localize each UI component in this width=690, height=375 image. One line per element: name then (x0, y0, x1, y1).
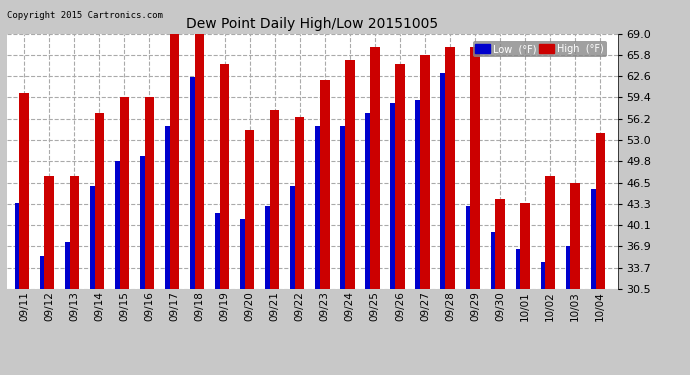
Bar (195, 34, 204, 375)
Bar (19, 93, 29, 375)
Bar (466, 206, 475, 375)
Bar (320, 80, 330, 375)
Bar (44, 176, 54, 375)
Bar (566, 246, 575, 375)
Bar (491, 232, 500, 375)
Bar (415, 100, 425, 375)
Bar (365, 113, 375, 375)
Bar (265, 206, 275, 375)
Bar (95, 113, 104, 375)
Bar (545, 176, 555, 375)
Bar (595, 133, 605, 375)
Text: Copyright 2015 Cartronics.com: Copyright 2015 Cartronics.com (7, 11, 163, 20)
Bar (541, 262, 550, 375)
Bar (295, 117, 304, 375)
Bar (65, 242, 75, 375)
Bar (165, 126, 175, 375)
Bar (240, 219, 250, 375)
Bar (520, 202, 530, 375)
Bar (14, 202, 24, 375)
Bar (145, 98, 154, 375)
Bar (115, 161, 124, 375)
Bar (395, 63, 404, 375)
Legend: Low  (°F), High  (°F): Low (°F), High (°F) (473, 41, 607, 57)
Bar (391, 103, 400, 375)
Bar (270, 110, 279, 375)
Bar (515, 249, 525, 375)
Bar (70, 176, 79, 375)
Title: Dew Point Daily High/Low 20151005: Dew Point Daily High/Low 20151005 (186, 17, 438, 31)
Bar (571, 183, 580, 375)
Bar (119, 98, 129, 375)
Bar (40, 256, 49, 375)
Bar (220, 63, 229, 375)
Bar (591, 189, 600, 375)
Bar (190, 77, 199, 375)
Bar (215, 213, 224, 375)
Bar (170, 34, 179, 375)
Bar (245, 130, 255, 375)
Bar (370, 47, 380, 375)
Bar (445, 47, 455, 375)
Bar (290, 186, 299, 375)
Bar (90, 186, 99, 375)
Bar (345, 60, 355, 375)
Bar (140, 156, 150, 375)
Bar (440, 74, 450, 375)
Bar (495, 200, 505, 375)
Bar (340, 126, 350, 375)
Bar (471, 47, 480, 375)
Bar (315, 126, 325, 375)
Bar (420, 55, 430, 375)
